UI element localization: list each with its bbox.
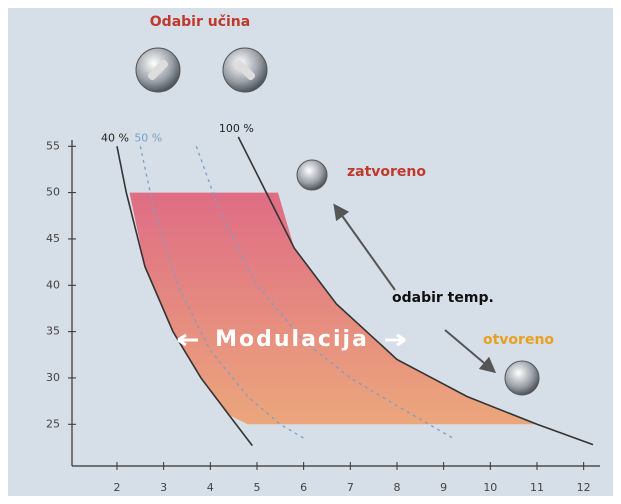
y-tick-label: 55 xyxy=(46,139,60,152)
x-tick-label: 12 xyxy=(577,481,591,494)
x-tick-label: 6 xyxy=(300,481,307,494)
y-tick-label: 35 xyxy=(46,325,60,338)
region-label: Modulacija xyxy=(215,327,369,352)
annotation: zatvoreno xyxy=(347,164,426,180)
x-tick-label: 8 xyxy=(393,481,400,494)
y-tick-label: 40 xyxy=(46,278,60,291)
x-tick-label: 11 xyxy=(530,481,544,494)
x-tick-label: 7 xyxy=(347,481,354,494)
y-tick-label: 25 xyxy=(46,417,60,430)
x-tick-label: 3 xyxy=(160,481,167,494)
annotation: odabir temp. xyxy=(392,290,494,306)
x-tick-label: 2 xyxy=(113,481,120,494)
title: Odabir učina xyxy=(150,14,250,30)
x-tick-label: 9 xyxy=(440,481,447,494)
series-label: 100 % xyxy=(219,122,254,135)
x-tick-label: 5 xyxy=(253,481,260,494)
valve-icon xyxy=(297,160,327,190)
chart: 40 % 50 % 100 % Odabir učina zatvoreno oda… xyxy=(0,0,621,504)
x-tick-label: 4 xyxy=(207,481,214,494)
valve-icon xyxy=(505,361,539,395)
page: {"chart_data": {"type": "line", "title":… xyxy=(0,0,621,504)
y-tick-label: 50 xyxy=(46,186,60,199)
series-label: 50 % xyxy=(134,131,162,144)
annotation: otvoreno xyxy=(483,332,554,348)
y-tick-label: 45 xyxy=(46,232,60,245)
y-tick-label: 30 xyxy=(46,371,60,384)
x-tick-label: 10 xyxy=(483,481,497,494)
series-label: 40 % xyxy=(101,131,129,144)
